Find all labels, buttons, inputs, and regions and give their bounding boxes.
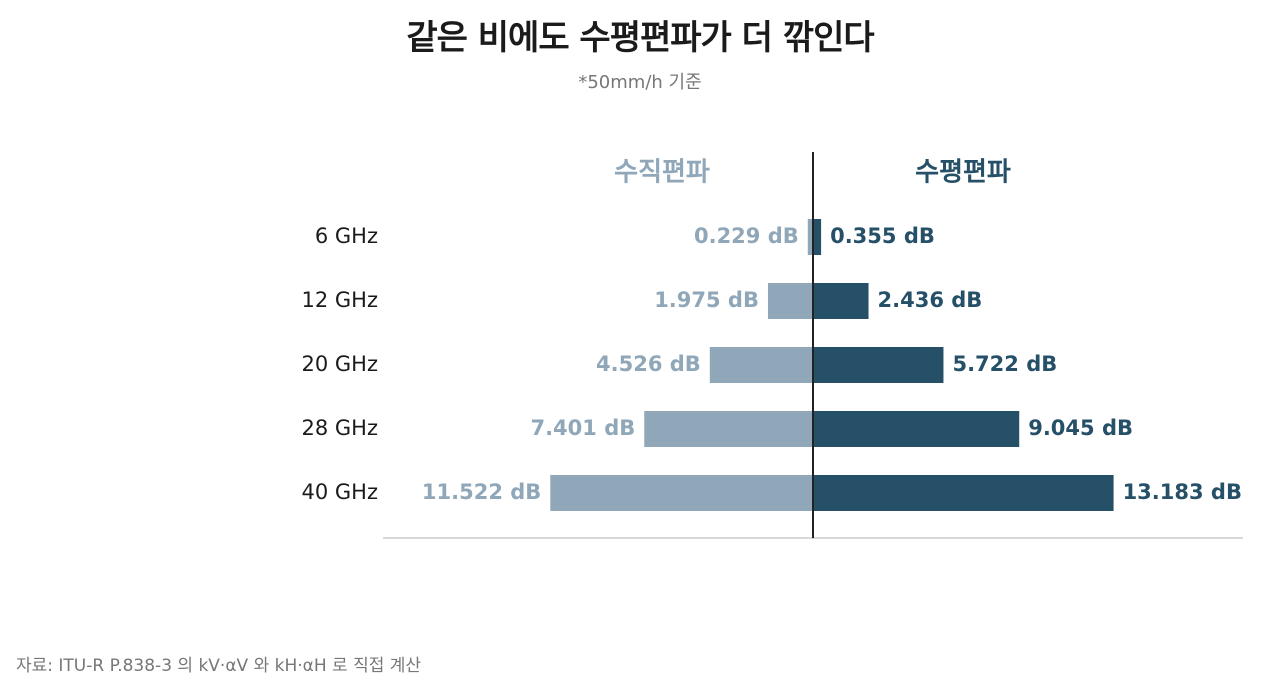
bar-horizontal	[813, 219, 822, 255]
category-label: 20 GHz	[302, 352, 378, 376]
value-label-horizontal: 9.045 dB	[1028, 416, 1133, 440]
category-label: 28 GHz	[302, 416, 378, 440]
bar-horizontal	[813, 347, 944, 383]
bar-vertical	[767, 283, 813, 319]
series-header-vertical: 수직편파	[614, 158, 710, 188]
chart-subtitle: *50mm/h 기준	[578, 72, 702, 93]
value-label-vertical: 1.975 dB	[654, 288, 759, 312]
category-label: 12 GHz	[302, 288, 378, 312]
value-label-horizontal: 13.183 dB	[1123, 480, 1242, 504]
bar-vertical	[709, 347, 813, 383]
series-header-horizontal: 수평편파	[915, 158, 1011, 188]
bar-horizontal	[813, 283, 869, 319]
category-label: 6 GHz	[315, 224, 378, 248]
bar-vertical	[550, 475, 813, 511]
chart-title: 같은 비에도 수평편파가 더 깎인다	[406, 18, 874, 58]
value-label-vertical: 0.229 dB	[694, 224, 799, 248]
value-label-vertical: 7.401 dB	[530, 416, 635, 440]
value-label-vertical: 4.526 dB	[596, 352, 701, 376]
value-label-horizontal: 2.436 dB	[878, 288, 983, 312]
value-label-horizontal: 0.355 dB	[830, 224, 935, 248]
bar-horizontal	[813, 475, 1114, 511]
bar-vertical	[807, 219, 813, 255]
value-label-vertical: 11.522 dB	[422, 480, 541, 504]
category-label: 40 GHz	[302, 480, 378, 504]
bar-vertical	[644, 411, 813, 447]
value-label-horizontal: 5.722 dB	[952, 352, 1057, 376]
source-note: 자료: ITU-R P.838-3 의 kV·αV 와 kH·αH 로 직접 계…	[16, 656, 422, 676]
bar-horizontal	[813, 411, 1020, 447]
